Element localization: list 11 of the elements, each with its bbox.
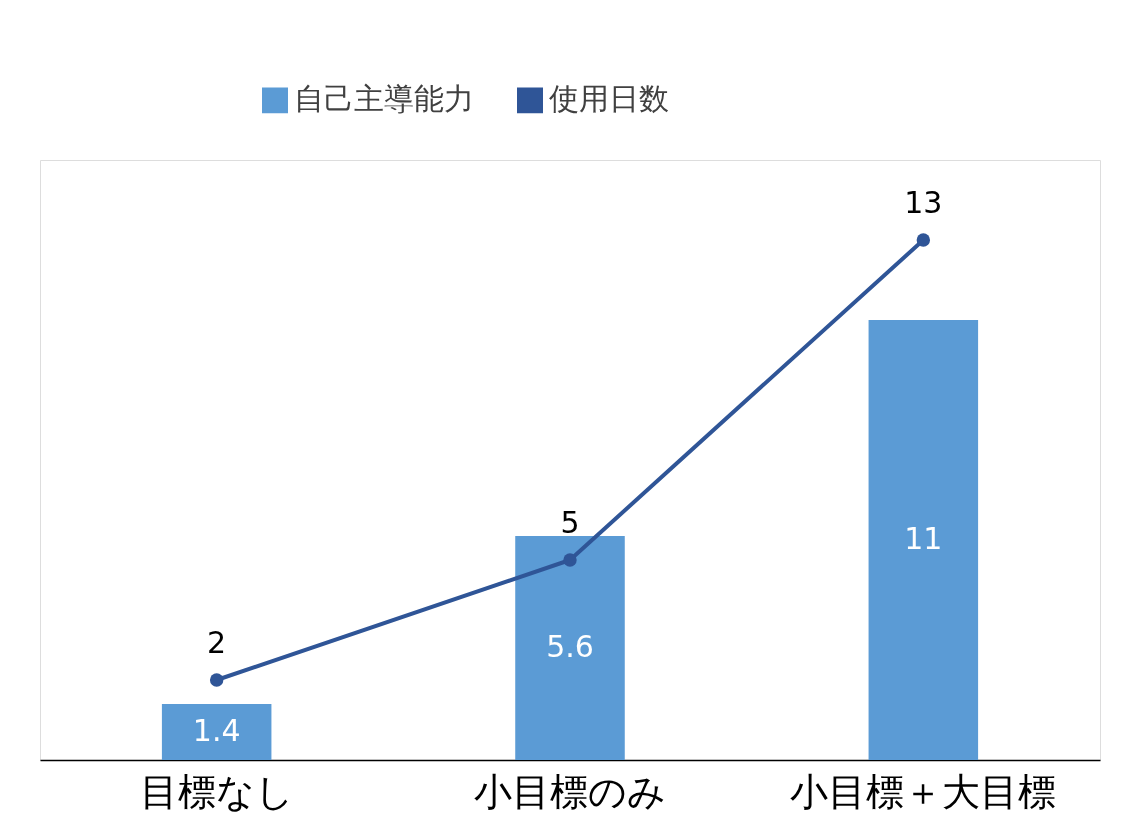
- data-label: 13: [904, 185, 943, 220]
- x-tick-label: 小目標のみ: [474, 769, 666, 814]
- legend-label: 自己主導能力: [294, 81, 474, 117]
- data-label: 11: [904, 521, 943, 556]
- data-label: 5.6: [546, 629, 594, 664]
- data-label: 1.4: [192, 713, 241, 748]
- x-tick-label: 目標なし: [139, 769, 294, 814]
- legend-label: 使用日数: [549, 81, 669, 117]
- data-label: 2: [207, 625, 227, 660]
- x-tick-label: 小目標＋大目標: [790, 769, 1057, 814]
- data-label: 5: [560, 505, 580, 540]
